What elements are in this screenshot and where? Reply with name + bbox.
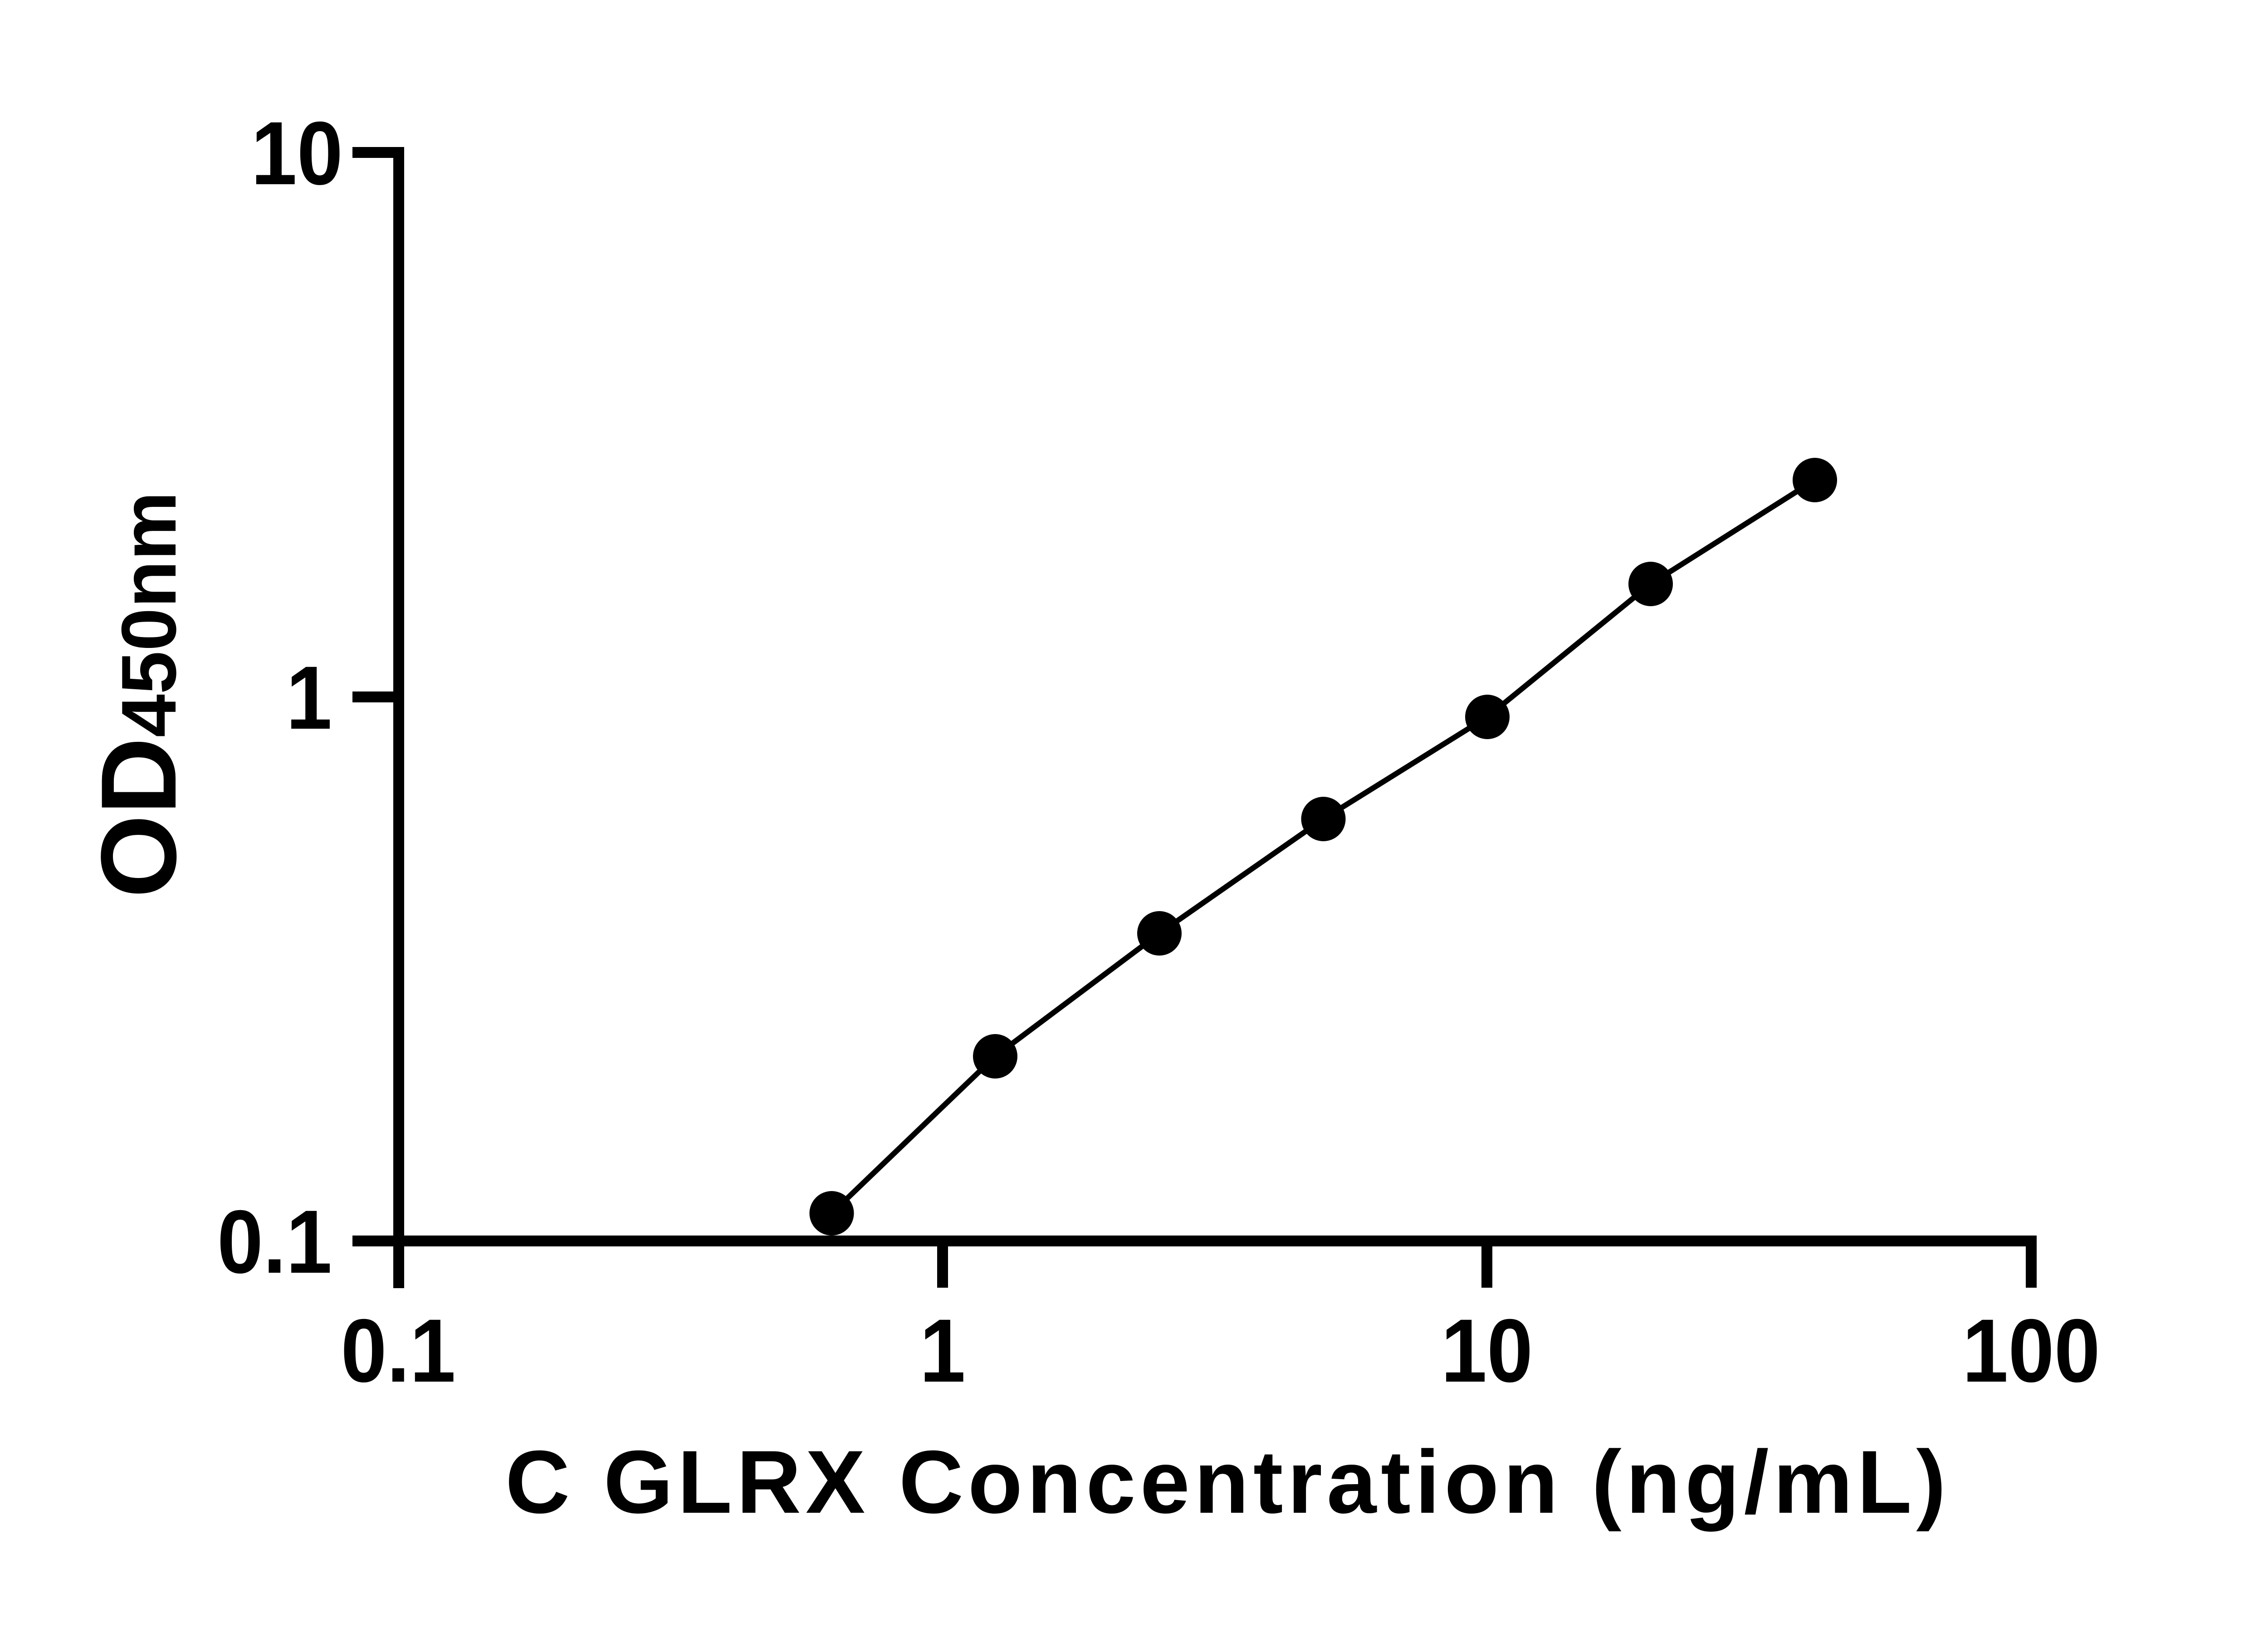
svg-text:10: 10 [251, 103, 343, 204]
svg-text:10: 10 [1441, 1301, 1533, 1401]
svg-text:1: 1 [919, 1301, 965, 1401]
svg-text:0.1: 0.1 [217, 1192, 332, 1292]
svg-text:1: 1 [286, 648, 332, 748]
svg-text:0.1: 0.1 [341, 1301, 455, 1401]
svg-text:100: 100 [1962, 1301, 2100, 1401]
svg-text:C GLRX Concentration (ng/mL): C GLRX Concentration (ng/mL) [505, 1432, 1946, 1532]
